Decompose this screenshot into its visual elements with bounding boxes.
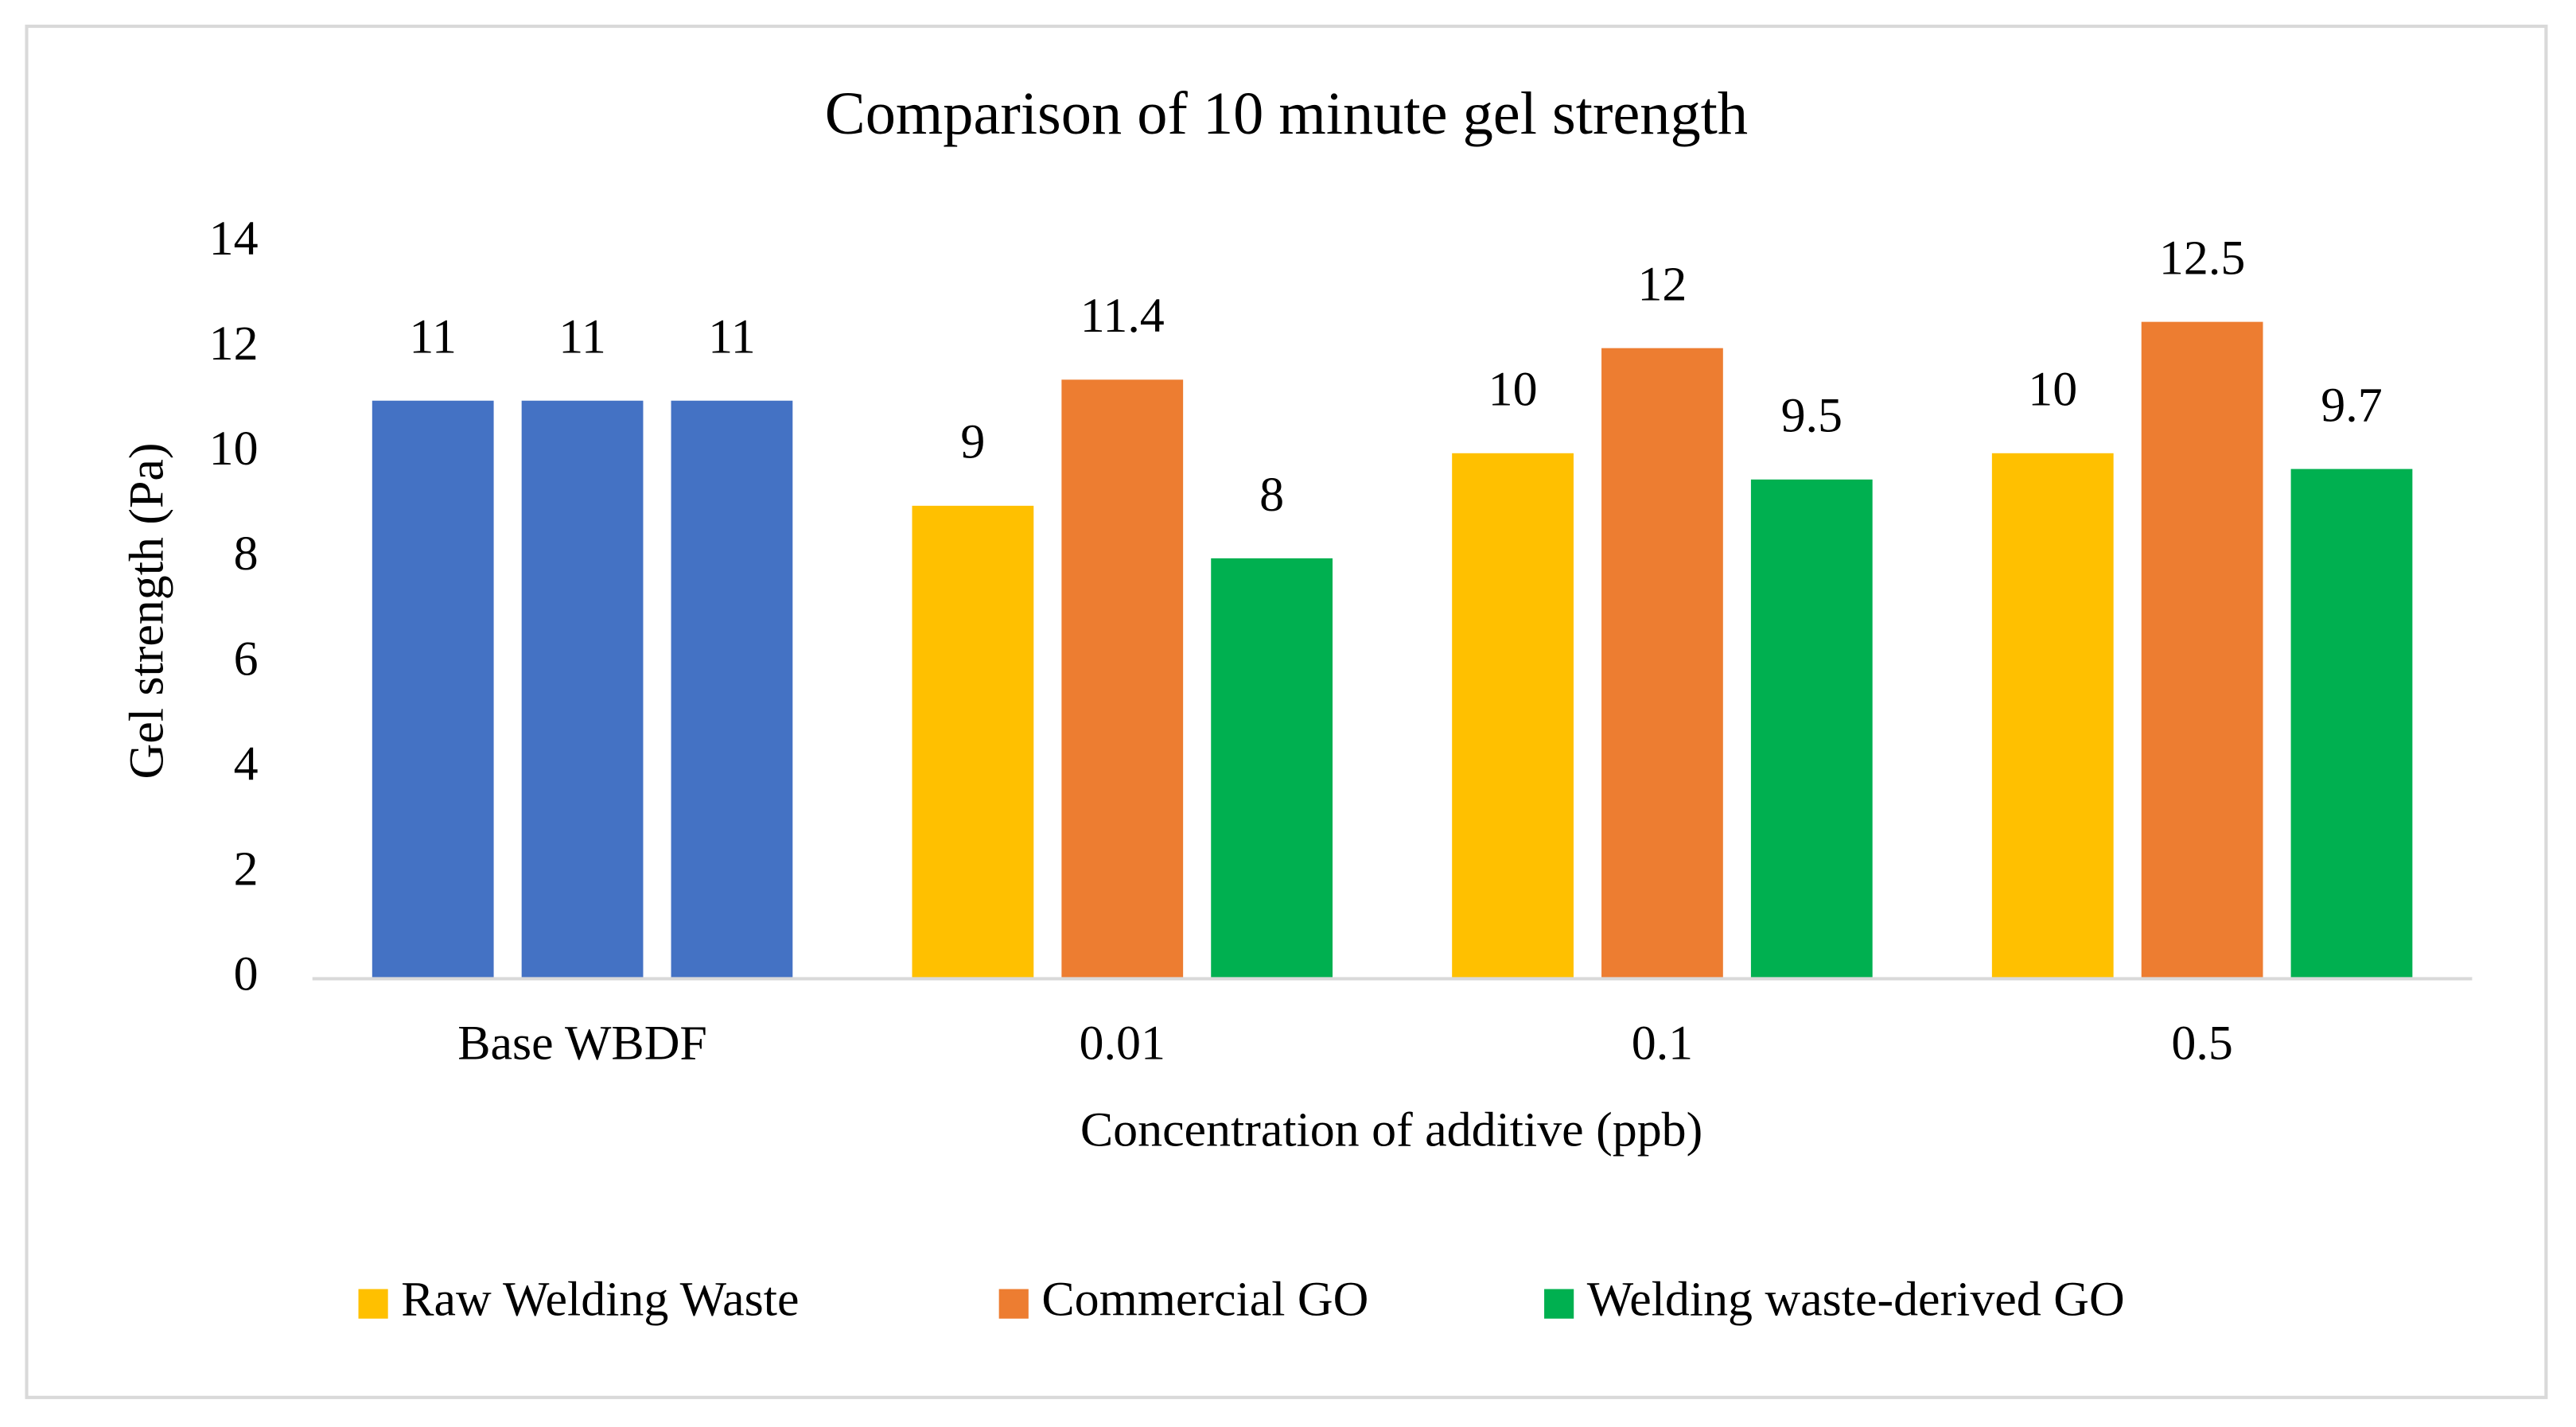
- data-label: 9: [960, 415, 985, 469]
- data-label: 12.5: [2159, 231, 2245, 286]
- bar: [1750, 479, 1873, 979]
- y-tick-label: 12: [209, 317, 259, 371]
- bar: [671, 400, 793, 979]
- bar: [1061, 379, 1184, 979]
- bar: [2141, 321, 2263, 979]
- legend-swatch: [998, 1289, 1029, 1319]
- bar: [1601, 348, 1723, 979]
- data-label: 11: [708, 310, 756, 364]
- bar: [1991, 453, 2114, 979]
- data-label: 8: [1259, 468, 1284, 522]
- bar: [372, 400, 494, 979]
- legend-label: Welding waste-derived GO: [1587, 1272, 2125, 1326]
- bar: [2290, 469, 2413, 979]
- x-tick-label: 0.01: [1080, 1016, 1165, 1070]
- data-label: 10: [1488, 363, 1538, 417]
- data-label: 11: [558, 310, 606, 364]
- x-axis-title: Concentration of additive (ppb): [1080, 1103, 1702, 1157]
- y-tick-label: 2: [234, 842, 259, 896]
- bar: [521, 400, 644, 979]
- data-label: 9.5: [1781, 389, 1843, 443]
- chart-title: Comparison of 10 minute gel strength: [825, 80, 1748, 147]
- data-label: 12: [1637, 258, 1687, 312]
- y-tick-label: 6: [234, 632, 259, 686]
- y-tick-label: 4: [234, 737, 259, 791]
- legend-swatch: [358, 1289, 388, 1319]
- data-label: 11.4: [1080, 289, 1165, 343]
- legend-label: Raw Welding Waste: [401, 1272, 799, 1326]
- x-tick-label: 0.5: [2171, 1016, 2232, 1070]
- bar: [1211, 558, 1333, 979]
- y-tick-label: 0: [234, 947, 259, 1001]
- y-axis-title: Gel strength (Pa): [120, 442, 174, 779]
- data-label: 10: [2028, 363, 2077, 417]
- x-tick-label: Base WBDF: [457, 1016, 707, 1070]
- legend-label: Commercial GO: [1041, 1272, 1368, 1326]
- bar: [912, 505, 1034, 979]
- y-tick-label: 10: [209, 422, 259, 476]
- data-label: 11: [409, 310, 457, 364]
- y-tick-label: 14: [209, 212, 259, 266]
- bar: [1452, 453, 1574, 979]
- data-label: 9.7: [2321, 379, 2382, 433]
- x-tick-label: 0.1: [1632, 1016, 1693, 1070]
- legend-swatch: [1544, 1289, 1574, 1319]
- y-tick-label: 8: [234, 527, 259, 581]
